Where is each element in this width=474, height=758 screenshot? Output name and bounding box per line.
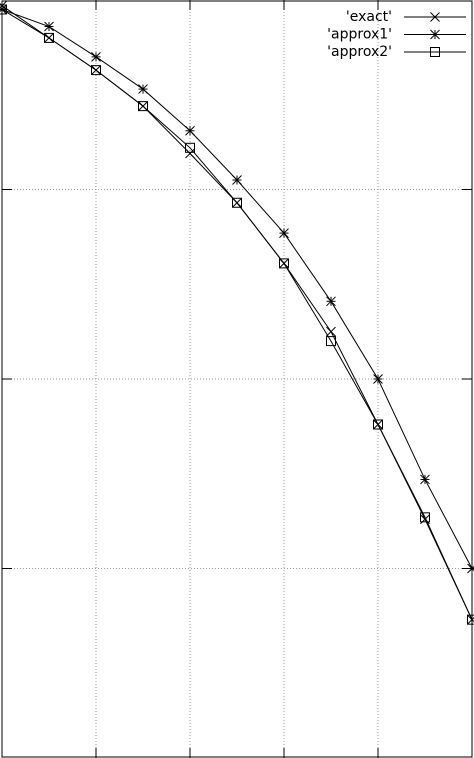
marker-star (467, 563, 474, 574)
marker-x (326, 326, 336, 337)
legend-marker (430, 47, 440, 57)
marker-square (138, 101, 148, 112)
marker-x (420, 514, 430, 525)
marker-star (91, 51, 101, 62)
marker-x (185, 148, 195, 159)
marker-square (279, 258, 289, 269)
marker-square (91, 65, 101, 76)
marker-star (138, 84, 148, 94)
marker-square (420, 512, 430, 523)
marker-square (185, 142, 195, 153)
marker-star (185, 125, 195, 136)
marker-square (0, 4, 7, 15)
legend-marker (430, 29, 440, 40)
series-line (1, 9, 473, 620)
legend-label: 'approx2' (327, 44, 392, 60)
marker-star (326, 296, 336, 307)
marker-square (467, 614, 474, 625)
marker-square (326, 336, 336, 347)
marker-star (420, 474, 430, 485)
series-line (1, 9, 473, 569)
legend-label: 'approx1' (327, 27, 392, 43)
marker-star (232, 175, 242, 185)
marker-star (373, 374, 383, 384)
legend-marker (430, 12, 440, 22)
marker-square (44, 32, 54, 43)
marker-star (44, 21, 54, 32)
marker-square (232, 197, 242, 208)
legend-label: 'exact' (346, 9, 392, 25)
series-line (1, 5, 473, 620)
marker-star (279, 228, 289, 238)
marker-square (373, 419, 383, 430)
